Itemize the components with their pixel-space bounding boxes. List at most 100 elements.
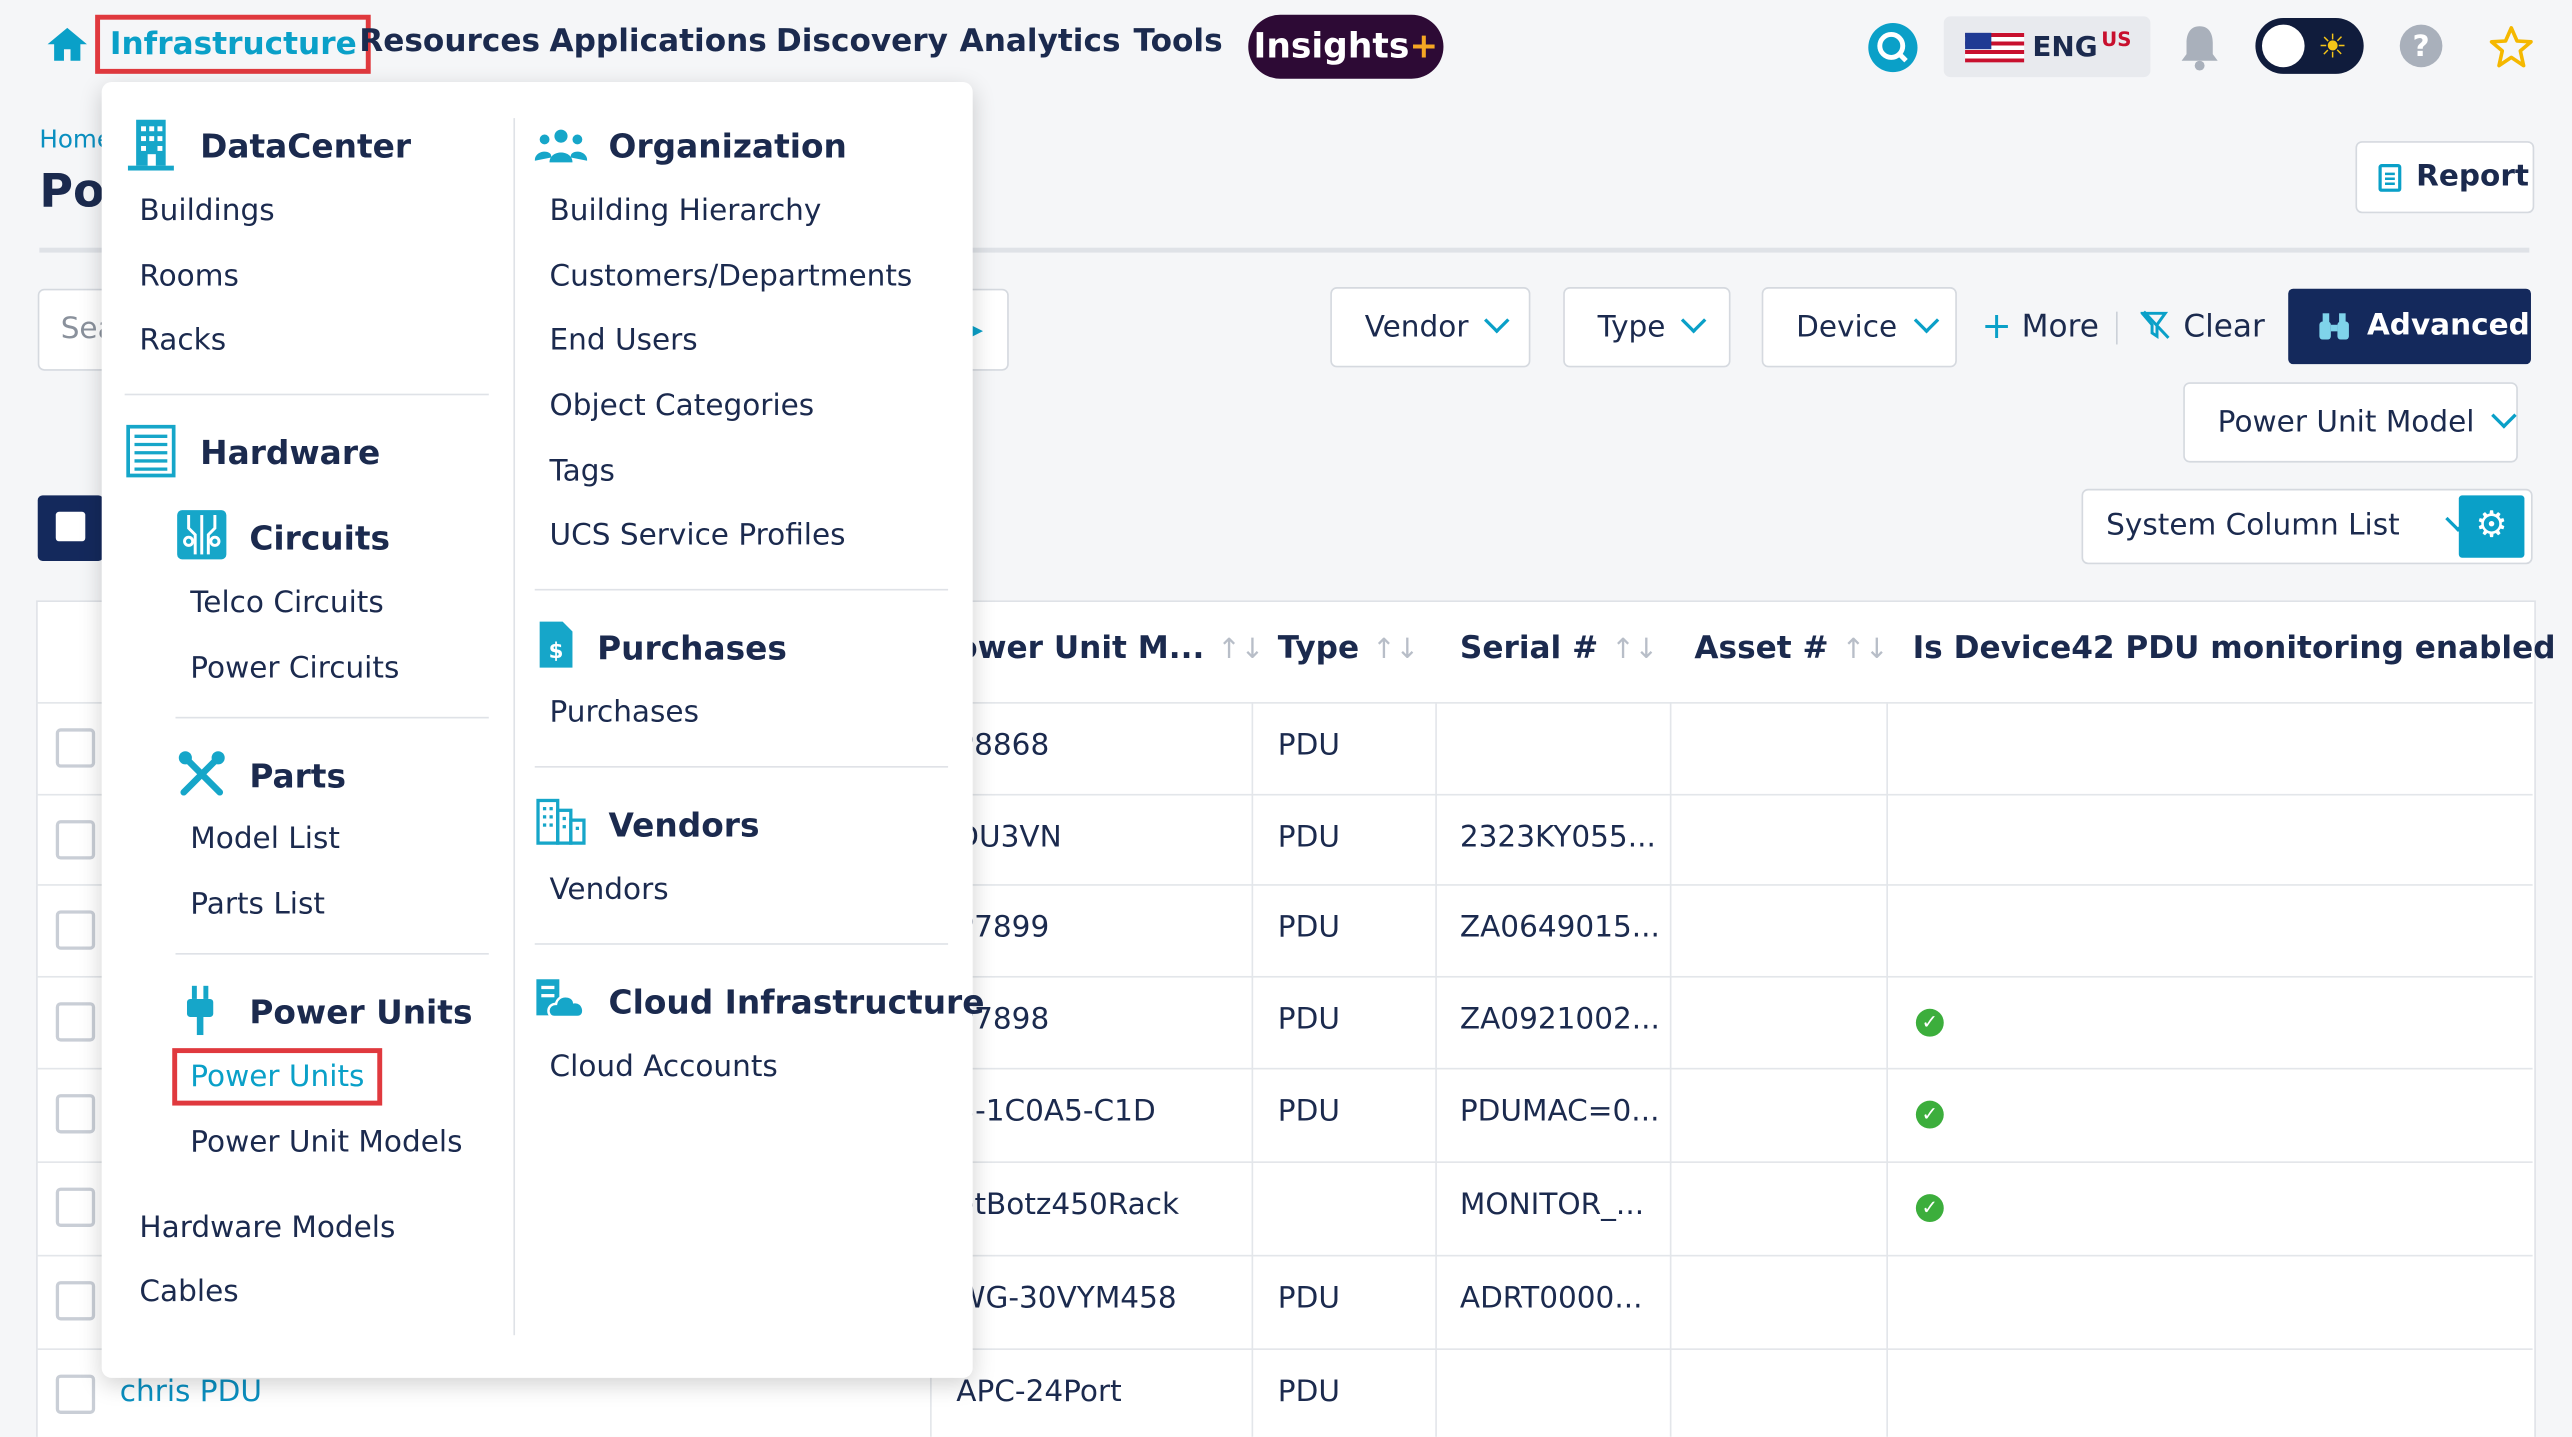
- power-unit-model-label: Power Unit Model: [2217, 405, 2475, 440]
- cell-serial: ADRT0000...: [1459, 1281, 1643, 1316]
- advanced-button[interactable]: Advanced: [2288, 288, 2531, 365]
- device-filter[interactable]: Device: [1761, 287, 1957, 368]
- menu-item-racks[interactable]: Racks: [139, 323, 227, 358]
- menu-item-object-categories[interactable]: Object Categories: [549, 388, 815, 424]
- page-title: Po: [39, 164, 105, 219]
- home-icon[interactable]: [46, 25, 89, 64]
- menu-item-power-unit-models[interactable]: Power Unit Models: [190, 1125, 463, 1160]
- menu-heading-hardware: Hardware: [200, 433, 381, 473]
- more-label: More: [2021, 308, 2099, 345]
- menu-item-rooms[interactable]: Rooms: [139, 259, 239, 294]
- checkbox-icon: [55, 511, 86, 542]
- menu-item-cables[interactable]: Cables: [139, 1274, 239, 1309]
- column-divider: [1669, 702, 1672, 1437]
- menu-item-customers-departments[interactable]: Customers/Departments: [549, 259, 913, 294]
- menu-item-tags[interactable]: Tags: [549, 454, 615, 489]
- cell-type: PDU: [1277, 1374, 1340, 1410]
- report-label: Report: [2416, 159, 2530, 194]
- infrastructure-dropdown-menu: [101, 82, 973, 1378]
- sort-icon[interactable]: ↑↓: [1841, 633, 1889, 666]
- column-header-asset[interactable]: Asset # ↑↓: [1694, 630, 1888, 666]
- sort-icon[interactable]: ↑↓: [1372, 633, 1419, 666]
- menu-item-model-list[interactable]: Model List: [190, 821, 340, 857]
- row-checkbox[interactable]: [55, 1187, 96, 1227]
- cell-serial: ZA0921002...: [1459, 1002, 1660, 1037]
- menu-item-cloud-accounts[interactable]: Cloud Accounts: [549, 1049, 778, 1085]
- nav-resources[interactable]: Resources: [359, 22, 541, 60]
- column-header-asset-label: Asset #: [1694, 629, 1829, 666]
- type-filter[interactable]: Type: [1563, 287, 1731, 368]
- help-icon[interactable]: ?: [2398, 23, 2444, 69]
- menu-item-parts-list[interactable]: Parts List: [190, 887, 325, 922]
- nav-tools[interactable]: Tools: [1133, 22, 1223, 60]
- insights-button[interactable]: Insights+: [1248, 14, 1444, 79]
- nav-discovery[interactable]: Discovery: [775, 22, 948, 60]
- menu-item-ucs-service-profiles[interactable]: UCS Service Profiles: [549, 518, 846, 553]
- row-checkbox[interactable]: [55, 1281, 96, 1321]
- column-settings-button[interactable]: ⚙: [2458, 495, 2525, 558]
- menu-heading-purchases: Purchases: [597, 628, 787, 668]
- menu-item-vendors[interactable]: Vendors: [549, 872, 669, 908]
- bulk-select-toggle[interactable]: [37, 495, 104, 561]
- cell-name[interactable]: chris PDU: [119, 1374, 262, 1410]
- row-checkbox[interactable]: [55, 1094, 96, 1134]
- plus-icon: +: [1981, 306, 2012, 348]
- nav-applications[interactable]: Applications: [549, 22, 767, 60]
- check-circle-icon: ✓: [1915, 1100, 1944, 1129]
- menu-item-purchases[interactable]: Purchases: [549, 695, 699, 730]
- search-icon[interactable]: [1867, 21, 1919, 73]
- sort-icon[interactable]: ↑↓: [1611, 633, 1659, 666]
- insights-plus: +: [1409, 26, 1439, 66]
- top-navigation-bar: Infrastructure Resources Applications Di…: [0, 0, 2572, 96]
- sort-icon[interactable]: ↑↓: [2569, 633, 2572, 666]
- us-flag-icon: [1965, 32, 2025, 63]
- svg-text:?: ?: [2413, 29, 2430, 63]
- menu-item-buildings[interactable]: Buildings: [139, 193, 275, 229]
- tools-icon: [178, 751, 225, 796]
- column-header-type[interactable]: Type ↑↓: [1278, 630, 1419, 666]
- column-header-model[interactable]: ower Unit M... ↑↓: [956, 630, 1264, 666]
- menu-heading-cloud-infrastructure: Cloud Infrastructure: [608, 982, 985, 1022]
- column-header-pdu-monitoring-label: Is Device42 PDU monitoring enabled: [1912, 629, 2556, 666]
- star-icon[interactable]: [2488, 25, 2534, 71]
- power-unit-model-filter[interactable]: Power Unit Model: [2183, 382, 2518, 463]
- menu-heading-circuits: Circuits: [249, 518, 391, 558]
- filter-clear-icon: [2139, 310, 2170, 340]
- menu-item-end-users[interactable]: End Users: [549, 323, 698, 358]
- row-checkbox[interactable]: [55, 1002, 96, 1042]
- menu-item-building-hierarchy[interactable]: Building Hierarchy: [549, 193, 822, 229]
- row-checkbox[interactable]: [55, 1374, 96, 1414]
- menu-item-power-units[interactable]: Power Units: [172, 1048, 383, 1106]
- theme-toggle[interactable]: ☀: [2255, 18, 2364, 74]
- column-header-serial[interactable]: Serial # ↑↓: [1460, 630, 1658, 666]
- check-circle-icon: ✓: [1915, 1008, 1944, 1037]
- vendor-filter-label: Vendor: [1364, 310, 1469, 345]
- report-button[interactable]: Report: [2355, 141, 2535, 214]
- nav-analytics[interactable]: Analytics: [959, 22, 1121, 60]
- cell-serial: 2323KY055...: [1459, 820, 1656, 855]
- menu-item-power-circuits[interactable]: Power Circuits: [190, 651, 400, 686]
- chevron-down-icon: [2490, 403, 2516, 429]
- row-divider: [36, 1254, 2533, 1257]
- menu-item-hardware-models[interactable]: Hardware Models: [139, 1210, 396, 1245]
- sort-icon[interactable]: ↑↓: [1217, 633, 1265, 666]
- filter-divider: [2115, 311, 2118, 345]
- column-list-select[interactable]: System Column List: [2081, 488, 2533, 565]
- clear-label: Clear: [2183, 308, 2265, 345]
- vendor-filter[interactable]: Vendor: [1330, 287, 1531, 368]
- row-divider: [36, 1348, 2533, 1350]
- row-checkbox[interactable]: [55, 728, 96, 768]
- menu-item-telco-circuits[interactable]: Telco Circuits: [190, 585, 384, 621]
- menu-divider: [175, 716, 489, 719]
- row-checkbox[interactable]: [55, 910, 96, 950]
- row-checkbox[interactable]: [55, 820, 96, 860]
- breadcrumb-home[interactable]: Home: [39, 124, 113, 155]
- more-filters-button[interactable]: + More: [1981, 305, 2099, 348]
- clear-filters-button[interactable]: Clear: [2139, 305, 2265, 345]
- menu-divider: [534, 943, 949, 945]
- column-header-pdu-monitoring[interactable]: Is Device42 PDU monitoring enabled ↑↓: [1913, 630, 2572, 666]
- bell-icon[interactable]: [2178, 23, 2221, 72]
- cell-type: PDU: [1277, 1002, 1340, 1037]
- language-selector[interactable]: ENG US: [1943, 16, 2151, 78]
- nav-infrastructure[interactable]: Infrastructure: [95, 14, 372, 74]
